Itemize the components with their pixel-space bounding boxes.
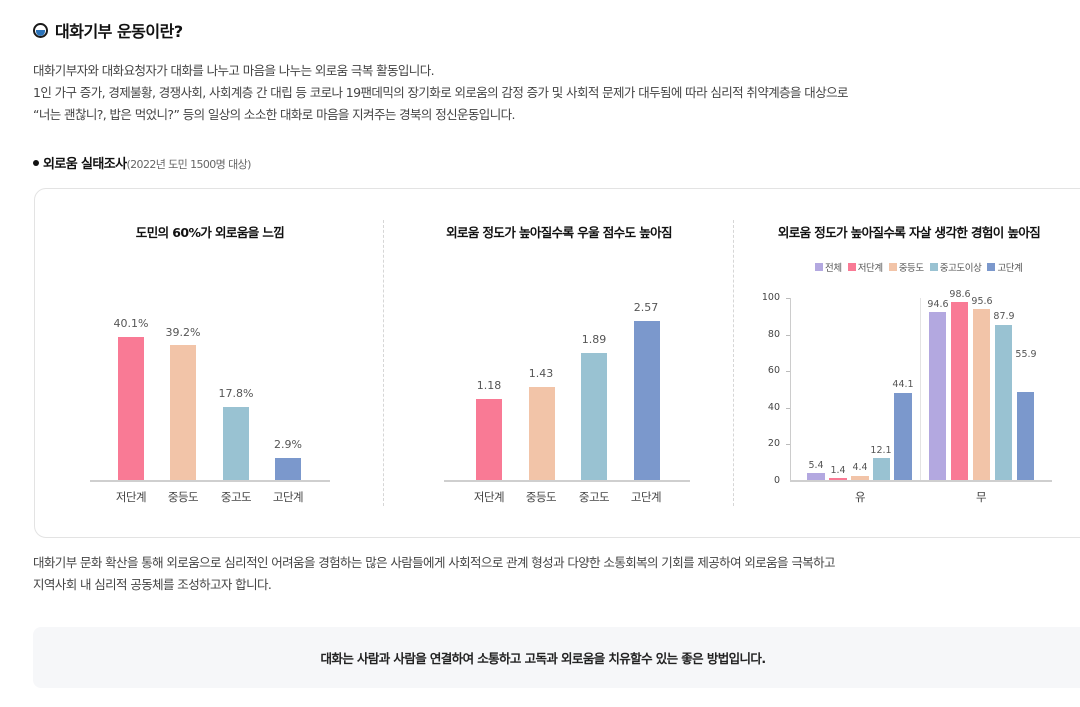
bar-value-label: 95.6	[971, 296, 993, 307]
bullet-icon	[33, 159, 39, 166]
chart-title: 외로움 정도가 높아질수록 우울 점수도 높아짐	[446, 225, 672, 240]
bar-value-label: 4.4	[852, 462, 868, 473]
bar-value-label: 1.43	[528, 367, 554, 380]
legend-swatch	[929, 263, 938, 271]
outro-line: 지역사회 내 심리적 공동체를 조성하고자 합니다.	[33, 577, 272, 592]
y-tick-label: 60	[767, 365, 780, 376]
legend-swatch	[888, 263, 897, 271]
bar-value-label: 12.1	[870, 445, 892, 456]
chart-divider	[733, 220, 734, 506]
y-tick-label: 0	[773, 475, 780, 486]
bar-low	[476, 399, 502, 481]
category-label: 저단계	[115, 490, 147, 504]
legend-item-total: 전체	[815, 260, 842, 274]
bar-value-label: 55.9	[1015, 349, 1037, 360]
legend-swatch	[815, 263, 823, 271]
category-label: 저단계	[473, 490, 505, 504]
intro-line: “너는 괜찮니?, 밥은 먹었니?” 등의 일상의 소소한 대화로 마음을 지켜…	[33, 107, 515, 122]
category-label: 고단계	[630, 490, 662, 504]
bar-no-medium	[973, 309, 990, 481]
survey-heading: 외로움 실태조사 (2022년 도민 1500명 대상)	[33, 153, 251, 172]
chart-divider	[383, 220, 384, 506]
section-header: 대화기부 운동이란?	[33, 18, 183, 42]
bar-value-label: 17.8%	[218, 387, 254, 400]
y-tick-label: 100	[761, 292, 780, 303]
category-label: 중고도	[578, 490, 610, 504]
bar-yes-low	[829, 478, 847, 481]
bar-mid-high	[223, 407, 249, 481]
category-label: 중등도	[167, 490, 199, 504]
legend-item-mid-high: 중고도이상	[929, 260, 982, 274]
survey-subtitle: (2022년 도민 1500명 대상)	[126, 158, 251, 171]
bar-value-label: 5.4	[808, 460, 824, 471]
bar-value-label: 44.1	[892, 379, 914, 390]
legend-item-high: 고단계	[987, 260, 1023, 274]
bar-medium	[529, 387, 555, 481]
bar-no-low	[951, 302, 968, 481]
x-axis	[790, 480, 1052, 482]
page-title: 대화기부 운동이란?	[55, 22, 183, 41]
group-separator	[920, 298, 921, 481]
bar-value-label: 2.9%	[274, 438, 302, 451]
bar-yes-mid-high	[873, 458, 890, 481]
y-tick-label: 20	[767, 438, 780, 449]
y-tick-label: 80	[767, 329, 780, 340]
bar-medium	[170, 345, 196, 481]
category-label: 고단계	[272, 490, 304, 504]
bar-high	[634, 321, 660, 481]
legend-swatch	[847, 263, 856, 271]
intro-text: 대화기부자와 대화요청자가 대화를 나누고 마음을 나누는 외로움 극복 활동입…	[33, 60, 849, 126]
bar-high	[275, 458, 301, 481]
bar-value-label: 1.89	[581, 333, 607, 346]
legend-item-medium: 중등도	[888, 260, 924, 274]
bar-yes-high	[894, 393, 912, 481]
bar-value-label: 1.4	[830, 465, 846, 476]
chart-title: 외로움 정도가 높아질수록 자살 생각한 경험이 높아짐	[777, 225, 1041, 240]
bar-mid-high	[581, 353, 607, 481]
bar-no-high	[1017, 392, 1034, 481]
magnifier-circle-icon	[33, 22, 48, 38]
bar-low	[118, 337, 144, 481]
bar-yes-medium	[851, 476, 869, 481]
x-axis	[444, 480, 690, 482]
bar-value-label: 1.18	[476, 379, 502, 392]
intro-line: 대화기부자와 대화요청자가 대화를 나누고 마음을 나누는 외로움 극복 활동입…	[33, 63, 435, 78]
category-label: 중등도	[525, 490, 557, 504]
outro-text: 대화기부 문화 확산을 통해 외로움으로 심리적인 어려움을 경험하는 많은 사…	[33, 552, 836, 596]
bar-value-label: 87.9	[993, 311, 1015, 322]
bar-value-label: 94.6	[927, 299, 949, 310]
bar-yes-total	[807, 473, 825, 481]
y-tick-label: 40	[767, 402, 780, 413]
bar-value-label: 2.57	[633, 301, 659, 314]
callout-text: 대화는 사람과 사람을 연결하여 소통하고 고독과 외로움을 치유할수 있는 좋…	[320, 651, 767, 666]
category-label: 중고도	[220, 490, 252, 504]
category-label: 무	[975, 490, 987, 504]
chart-legend: 전체 저단계 중등도 중고도이상 고단계	[815, 260, 1028, 274]
x-axis	[90, 480, 330, 482]
callout-box: 대화는 사람과 사람을 연결하여 소통하고 고독과 외로움을 치유할수 있는 좋…	[33, 627, 1080, 688]
intro-line: 1인 가구 증가, 경제불황, 경쟁사회, 사회계층 간 대립 등 코로나 19…	[33, 85, 849, 100]
bar-value-label: 39.2%	[165, 326, 201, 339]
survey-title: 외로움 실태조사	[43, 157, 127, 172]
bar-no-total	[929, 312, 946, 481]
y-axis	[790, 298, 791, 481]
bar-value-label: 98.6	[949, 289, 971, 300]
legend-item-low: 저단계	[847, 260, 883, 274]
legend-swatch	[987, 263, 996, 271]
bar-no-mid-high	[995, 325, 1012, 481]
category-label: 유	[854, 490, 866, 504]
chart-title: 도민의 60%가 외로움을 느낌	[135, 225, 285, 240]
bar-value-label: 40.1%	[113, 317, 149, 330]
outro-line: 대화기부 문화 확산을 통해 외로움으로 심리적인 어려움을 경험하는 많은 사…	[33, 555, 836, 570]
